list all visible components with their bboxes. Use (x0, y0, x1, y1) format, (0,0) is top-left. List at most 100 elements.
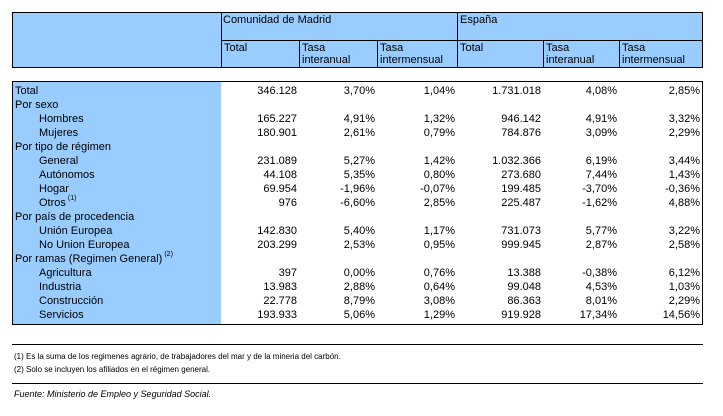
table-cell: 4,91% (585, 113, 617, 125)
table-row: General 231.089 5,27% 1,42% 1.032.366 6,19% 3,… (13, 154, 702, 168)
footnote-marker: (2) (164, 251, 173, 258)
table-cell: 3,08% (423, 295, 455, 307)
footnote-2: (2) Solo se incluyen los afiliados en el… (14, 365, 211, 374)
table-cell: 86.363 (507, 295, 541, 307)
table-row: Autónomos 44.108 5,35% 0,80% 273.680 7,44% 1,4… (13, 168, 702, 182)
row-label: No Union Europea (39, 239, 130, 251)
table-cell: 1,03% (668, 281, 700, 293)
row-label: Unión Europea (39, 225, 113, 237)
table-cell: 6,12% (668, 267, 700, 279)
column-header: Total (460, 42, 484, 54)
header-column-divider (377, 40, 378, 67)
table-cell: 4,91% (343, 113, 375, 125)
table-cell: 13.388 (507, 267, 541, 279)
column-header: Tasa intermensual (622, 42, 685, 66)
table-cell: 946.142 (501, 113, 541, 125)
row-label: Total (15, 85, 39, 97)
header-column-divider (619, 40, 620, 67)
row-label: Por ramas (Regimen General) (2) (15, 251, 173, 265)
table-cell: 2,85% (668, 85, 700, 97)
row-label: Por país de procedencia (15, 211, 135, 223)
table-cell: 2,61% (343, 127, 375, 139)
table-row: No Union Europea 203.299 2,53% 0,95% 999.945… (13, 238, 702, 252)
header-group-title: España (460, 14, 498, 26)
table-cell: 225.487 (501, 197, 541, 209)
table-cell: 5,77% (585, 225, 617, 237)
row-label: Por sexo (15, 99, 59, 111)
table-body: Total 346.128 3,70% 1,04% 1.731.018 4,08% 2,85… (12, 81, 703, 325)
label-column (13, 82, 221, 324)
table-cell: 273.680 (501, 169, 541, 181)
table-cell: 1,17% (423, 225, 455, 237)
table-cell: 0,79% (423, 127, 455, 139)
table-cell: 2,29% (668, 295, 700, 307)
row-label: General (39, 155, 79, 167)
table-cell: 6,19% (585, 155, 617, 167)
table-cell: -0,07% (420, 183, 455, 195)
row-label: Agricultura (39, 267, 92, 279)
table-cell: 5,06% (343, 309, 375, 321)
table-row: Hombres 165.227 4,91% 1,32% 946.142 4,91% 3,32… (13, 112, 702, 126)
table-cell: 2,87% (585, 239, 617, 251)
table-cell: -3,70% (582, 183, 617, 195)
table-row: Servicios 193.933 5,06% 1,29% 919.928 17,34% 1… (13, 308, 702, 322)
table-cell: 346.128 (257, 85, 297, 97)
row-label: Hogar (39, 183, 69, 195)
table-cell: 8,79% (343, 295, 375, 307)
notes-separator (12, 344, 703, 345)
table-cell: 1.032.366 (492, 155, 541, 167)
table-cell: 4,08% (585, 85, 617, 97)
table-row: Por ramas (Regimen General) (2) (13, 251, 702, 266)
table-cell: 3,44% (668, 155, 700, 167)
table-cell: -6,60% (340, 197, 375, 209)
table-row: Total 346.128 3,70% 1,04% 1.731.018 4,08% 2,85… (13, 84, 702, 98)
table-cell: 784.876 (501, 127, 541, 139)
header-row-divider (221, 40, 702, 41)
table-cell: 0,80% (423, 169, 455, 181)
table-cell: 1,32% (423, 113, 455, 125)
table-cell: 731.073 (501, 225, 541, 237)
table-row: Mujeres 180.901 2,61% 0,79% 784.876 3,09% 2,29… (13, 126, 702, 140)
table-cell: 1,29% (423, 309, 455, 321)
table-cell: -0,38% (582, 267, 617, 279)
table-cell: 2,29% (668, 127, 700, 139)
table-cell: 193.933 (257, 309, 297, 321)
table-cell: 2,85% (423, 197, 455, 209)
table-cell: 0,00% (343, 267, 375, 279)
table-cell: 13.983 (263, 281, 297, 293)
table-cell: 5,40% (343, 225, 375, 237)
row-label: Por tipo de régimen (15, 141, 111, 153)
table-cell: 3,32% (668, 113, 700, 125)
table-cell: 22.778 (263, 295, 297, 307)
table-cell: 999.945 (501, 239, 541, 251)
row-label: Hombres (39, 113, 84, 125)
table-row: Unión Europea 142.830 5,40% 1,17% 731.073 5,7… (13, 224, 702, 238)
table-cell: 180.901 (257, 127, 297, 139)
table-cell: 0,76% (423, 267, 455, 279)
header-column-divider (543, 40, 544, 67)
row-label: Mujeres (39, 127, 79, 139)
column-header: Tasa interanual (302, 42, 351, 66)
table-cell: -1,62% (582, 197, 617, 209)
table-row: Hogar 69.954 -1,96% -0,07% 199.485 -3,70% -0,3… (13, 182, 702, 196)
table-row: Por tipo de régimen (13, 140, 702, 154)
row-label: Otros (1) (39, 195, 77, 209)
table-row: Por país de procedencia (13, 210, 702, 224)
table-cell: 397 (278, 267, 297, 279)
table-cell: 4,88% (668, 197, 700, 209)
table-cell: 5,35% (343, 169, 375, 181)
table-row: Otros (1) 976 -6,60% 2,85% 225.487 -1,62% 4,88% (13, 195, 702, 210)
table-cell: 44.108 (263, 169, 297, 181)
source-note: Fuente: Ministerio de Empleo y Seguridad… (14, 389, 212, 399)
table-cell: 1.731.018 (492, 85, 541, 97)
row-label: Autónomos (39, 169, 95, 181)
header-column-divider (299, 40, 300, 67)
table-cell: 2,88% (343, 281, 375, 293)
table-cell: 3,22% (668, 225, 700, 237)
table-cell: 2,58% (668, 239, 700, 251)
table-cell: 231.089 (257, 155, 297, 167)
source-separator (12, 383, 703, 384)
table-cell: -1,96% (340, 183, 375, 195)
table-cell: 0,64% (423, 281, 455, 293)
table-cell: 4,53% (585, 281, 617, 293)
